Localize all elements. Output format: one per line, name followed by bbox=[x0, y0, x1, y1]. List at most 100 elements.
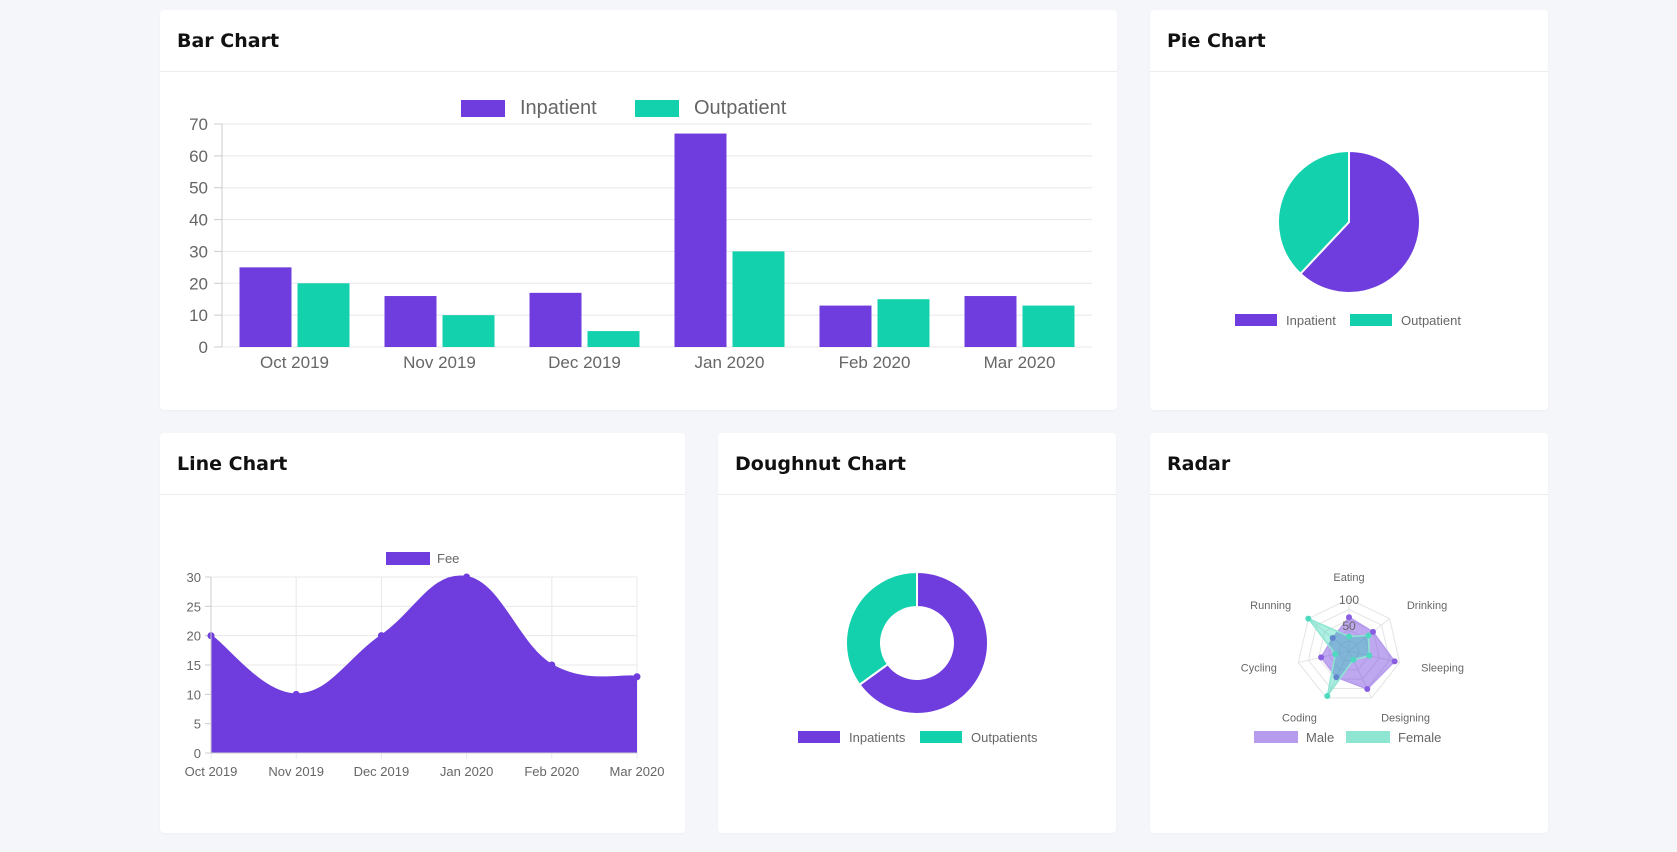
legend-swatch bbox=[920, 731, 962, 743]
pie-slice bbox=[1277, 149, 1350, 276]
x-tick-label: Mar 2020 bbox=[610, 764, 665, 779]
x-tick-label: Oct 2019 bbox=[260, 353, 329, 372]
legend-label: Inpatients bbox=[849, 730, 906, 745]
data-point bbox=[1329, 635, 1336, 642]
bar-chart-card: Bar Chart Inpatient Outpatient 0 10 20 30 40 50… bbox=[160, 10, 1117, 410]
legend-label: Inpatient bbox=[1286, 313, 1336, 328]
legend-swatch bbox=[386, 552, 430, 565]
radar-axis-label: Sleeping bbox=[1421, 662, 1464, 674]
legend-swatch bbox=[1235, 314, 1277, 326]
legend-swatch bbox=[798, 731, 840, 743]
data-point bbox=[1391, 658, 1398, 665]
radar-axis-label: Running bbox=[1250, 600, 1291, 612]
x-tick-label: Oct 2019 bbox=[185, 764, 238, 779]
data-point bbox=[1369, 628, 1376, 635]
data-point bbox=[1364, 685, 1371, 692]
y-tick-label: 20 bbox=[187, 629, 201, 644]
legend-swatch bbox=[461, 100, 505, 117]
pie-chart: Inpatient Outpatient bbox=[1235, 149, 1461, 328]
radar-area bbox=[1306, 616, 1371, 697]
radar-spoke bbox=[1325, 650, 1350, 699]
radar-spoke bbox=[1308, 618, 1350, 652]
radar-chart-card: Radar 50 100 Eating Drinking Sleeping Designi… bbox=[1150, 433, 1548, 833]
bar bbox=[964, 296, 1017, 347]
legend-swatch bbox=[635, 100, 679, 117]
radar-gridline bbox=[1307, 608, 1391, 689]
y-tick-label: 40 bbox=[189, 211, 208, 230]
card-title: Bar Chart bbox=[177, 29, 280, 52]
radar-axis-label: Eating bbox=[1333, 572, 1364, 584]
radar-gridline bbox=[1318, 619, 1380, 680]
bar bbox=[1022, 305, 1075, 347]
line-chart-card: Line Chart Fee 0 5 10 15 20 25 30 Oct 2019 Nov 20… bbox=[160, 433, 685, 833]
card-title: Doughnut Chart bbox=[735, 452, 906, 475]
data-point bbox=[1305, 615, 1312, 622]
bar bbox=[297, 283, 350, 347]
data-point bbox=[1324, 692, 1331, 699]
y-tick-label: 30 bbox=[187, 570, 201, 585]
x-tick-label: Mar 2020 bbox=[984, 353, 1056, 372]
radar-gridline bbox=[1338, 640, 1360, 661]
x-tick-label: Jan 2020 bbox=[695, 353, 765, 372]
y-tick-label: 50 bbox=[189, 179, 208, 198]
pie-slice bbox=[845, 570, 918, 687]
radar-chart-header: Radar bbox=[1150, 433, 1548, 495]
bar bbox=[529, 292, 582, 347]
pie-chart-card: Pie Chart Inpatient Outpatient bbox=[1150, 10, 1548, 410]
y-tick-label: 20 bbox=[189, 274, 208, 293]
radar-spoke bbox=[1348, 650, 1400, 664]
pie-slice bbox=[858, 570, 989, 715]
data-point bbox=[1346, 614, 1352, 621]
y-tick-label: 70 bbox=[189, 115, 208, 134]
legend-swatch bbox=[1254, 731, 1298, 743]
radar-gridline bbox=[1297, 598, 1401, 699]
bar bbox=[819, 305, 872, 347]
radial-tick-label: 100 bbox=[1339, 593, 1359, 607]
data-point bbox=[1318, 654, 1325, 661]
data-point bbox=[1366, 652, 1373, 659]
y-tick-label: 5 bbox=[194, 717, 201, 732]
pie-slice bbox=[1298, 149, 1421, 294]
bar bbox=[442, 315, 495, 347]
radar-axis-label: Coding bbox=[1282, 713, 1317, 725]
radar-axis-label: Drinking bbox=[1407, 600, 1447, 612]
card-title: Line Chart bbox=[177, 452, 288, 475]
legend-label: Outpatient bbox=[1401, 313, 1461, 328]
area-fill bbox=[211, 576, 637, 753]
radar-axis-label: Designing bbox=[1381, 713, 1430, 725]
radar-area bbox=[1320, 616, 1396, 690]
card-title: Radar bbox=[1167, 452, 1231, 475]
data-point bbox=[1350, 656, 1357, 663]
radar-chart: 50 100 Eating Drinking Sleeping Designing Codi… bbox=[1241, 572, 1464, 745]
doughnut-chart-header: Doughnut Chart bbox=[718, 433, 1116, 495]
data-point bbox=[1365, 632, 1372, 639]
bar-chart-header: Bar Chart bbox=[160, 10, 1117, 72]
card-title: Pie Chart bbox=[1167, 29, 1266, 52]
radar-gridline bbox=[1328, 629, 1370, 671]
legend-swatch bbox=[1350, 314, 1392, 326]
doughnut-chart-card: Doughnut Chart Inpatients Outpatients bbox=[718, 433, 1116, 833]
x-tick-label: Dec 2019 bbox=[354, 764, 410, 779]
legend-swatch bbox=[1346, 731, 1390, 743]
data-point bbox=[548, 661, 556, 669]
y-tick-label: 10 bbox=[189, 306, 208, 325]
pie-chart-header: Pie Chart bbox=[1150, 10, 1548, 72]
bar bbox=[587, 331, 640, 347]
bar bbox=[877, 299, 930, 347]
legend-label: Inpatient bbox=[520, 97, 597, 119]
y-tick-label: 0 bbox=[199, 338, 208, 357]
y-tick-label: 15 bbox=[187, 658, 201, 673]
y-tick-label: 10 bbox=[187, 687, 201, 702]
legend-label: Male bbox=[1306, 730, 1334, 745]
data-point bbox=[1333, 674, 1340, 681]
line-chart-header: Line Chart bbox=[160, 433, 685, 495]
x-tick-label: Feb 2020 bbox=[524, 764, 579, 779]
data-point bbox=[1332, 651, 1339, 658]
y-tick-label: 25 bbox=[187, 599, 201, 614]
bar bbox=[384, 296, 437, 347]
x-tick-label: Dec 2019 bbox=[548, 353, 621, 372]
data-point bbox=[633, 673, 641, 681]
data-point bbox=[292, 690, 300, 698]
legend-label: Outpatient bbox=[694, 97, 787, 119]
data-point bbox=[1346, 633, 1352, 640]
